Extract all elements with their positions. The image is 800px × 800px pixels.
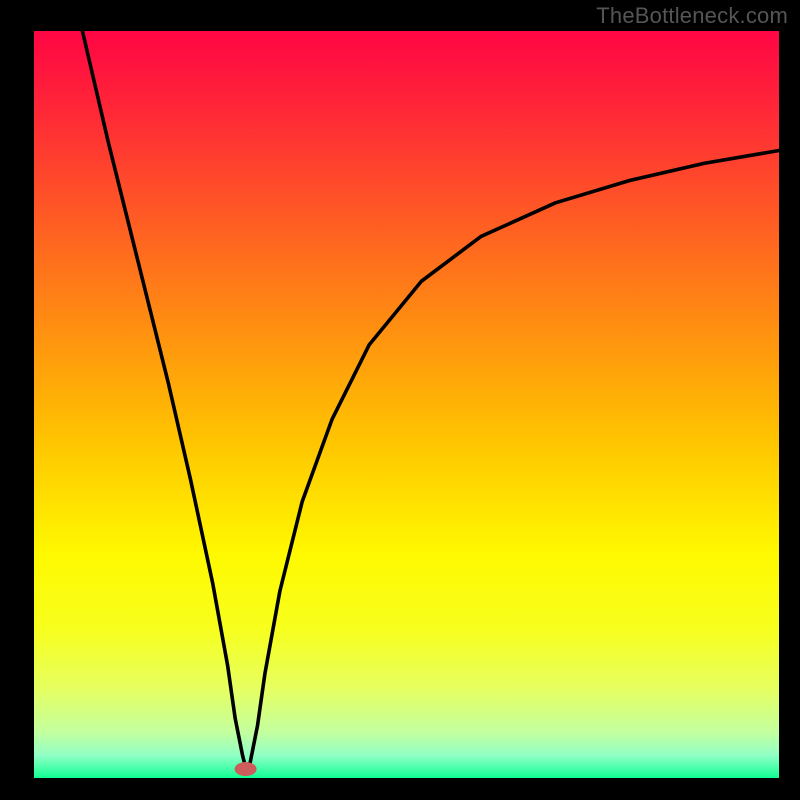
- plot-group: [82, 31, 779, 776]
- chart-container: TheBottleneck.com: [0, 0, 800, 800]
- optimal-point-marker: [235, 762, 257, 776]
- bottleneck-curve: [82, 31, 779, 771]
- plot-svg: [0, 0, 800, 800]
- watermark-text: TheBottleneck.com: [596, 3, 788, 29]
